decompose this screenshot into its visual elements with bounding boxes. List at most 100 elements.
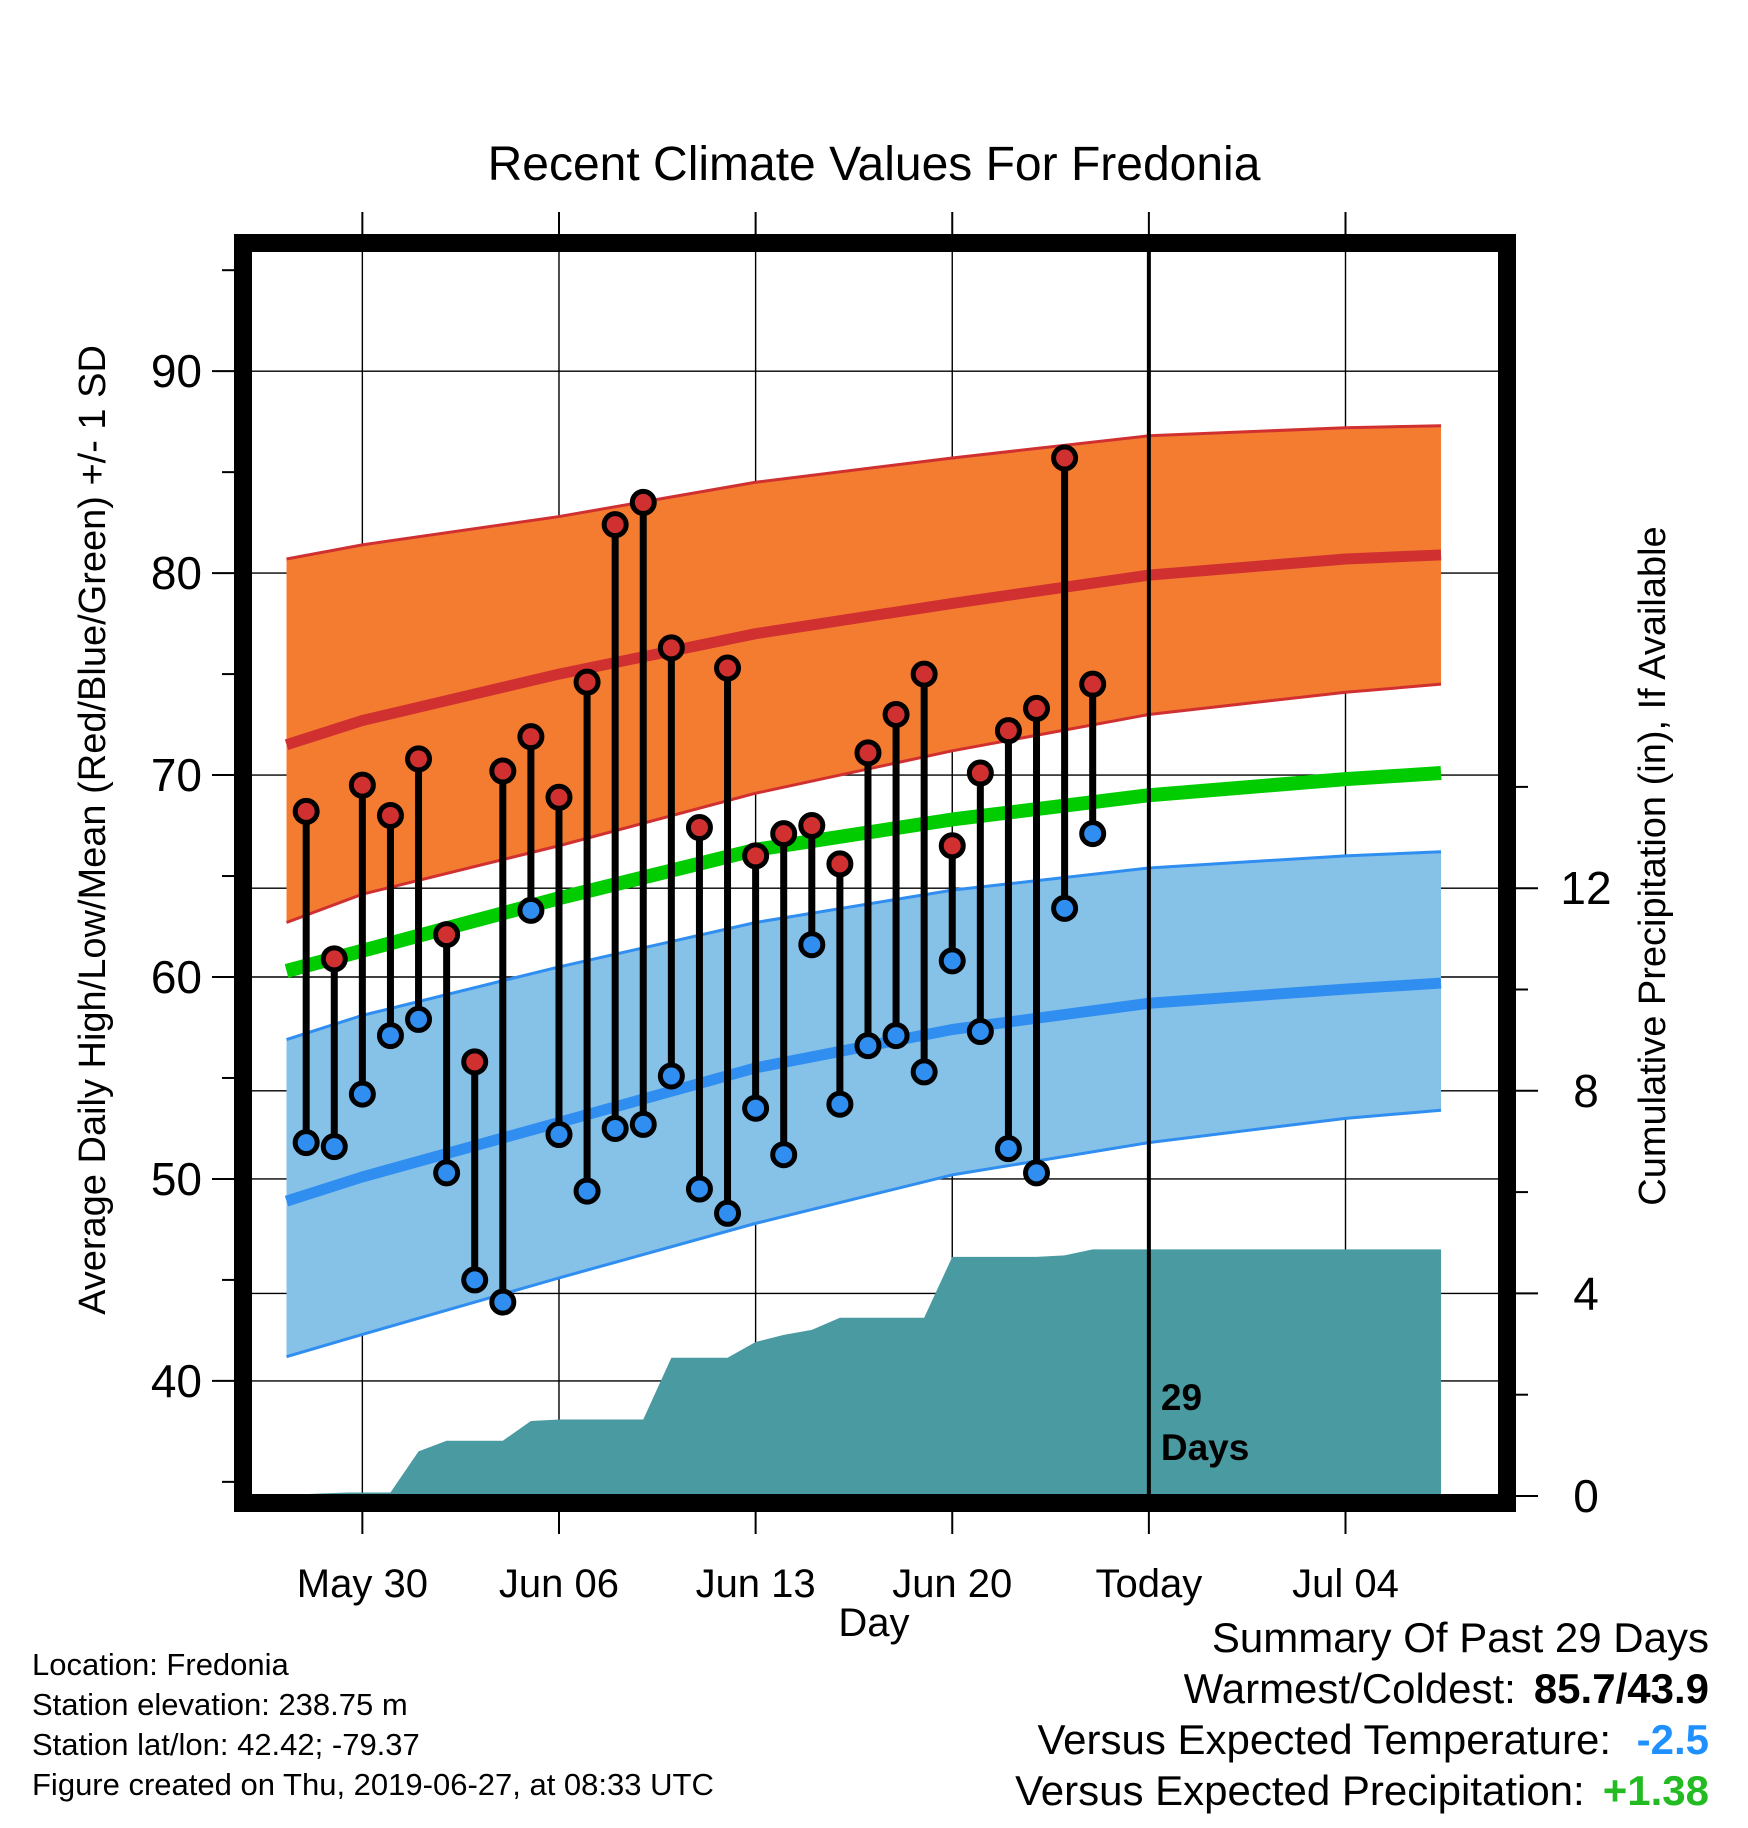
daily-high-point [489,757,517,785]
daily-high-point [770,820,798,848]
station-info: Location: Fredonia Station elevation: 23… [32,1645,714,1805]
y-tick-label: 60 [151,951,202,1003]
daily-low-point [573,1177,601,1205]
daily-high-point [405,745,433,773]
summary-temp: Versus Expected Temperature: -2.5 [1015,1714,1709,1765]
high-upper-line [286,424,1442,561]
daily-high-point [938,832,966,860]
plot-border [234,234,1516,1512]
daily-low-point [320,1133,348,1161]
daily-high-point [348,771,376,799]
daily-high-point [292,797,320,825]
low-upper-line [286,850,1442,1042]
daily-low-point [798,931,826,959]
today-annotation: Days [1161,1427,1249,1468]
daily-low-point [685,1175,713,1203]
station-elevation: Station elevation: 238.75 m [32,1687,408,1722]
y2-tick-label: 4 [1573,1267,1599,1319]
temp-departure-value: -2.5 [1636,1716,1709,1763]
high-normal-band [286,425,1442,923]
daily-low-point [545,1121,573,1149]
low-normal-line [284,977,1442,1207]
daily-observations-layer [292,444,1107,1316]
low-normal-band [286,851,1442,1357]
x-tick-label: Jul 04 [1292,1562,1399,1606]
y2-tick-label: 12 [1560,862,1611,914]
daily-high-point [433,921,461,949]
x-axis-label: Day [838,1601,909,1645]
daily-high-point [882,700,910,728]
daily-low-point [854,1032,882,1060]
daily-high-point [517,723,545,751]
daily-high-point [1051,444,1079,472]
station-latlon: Station lat/lon: 42.42; -79.37 [32,1727,420,1762]
daily-high-point [1023,694,1051,722]
precip-departure-label: Versus Expected Precipitation: [1015,1767,1585,1814]
station-location: Location: Fredonia [32,1647,289,1682]
x-tick-label: Today [1096,1562,1203,1606]
daily-low-point [938,947,966,975]
daily-low-point [348,1080,376,1108]
daily-high-point [601,511,629,539]
daily-low-point [433,1159,461,1187]
daily-low-point [966,1018,994,1046]
y2-axis-label: Cumulative Precipitation (in), If Availa… [1632,526,1674,1205]
y2-tick-label: 8 [1573,1065,1599,1117]
summary-panel: Summary Of Past 29 Days Warmest/Coldest:… [1015,1612,1709,1816]
daily-low-point [714,1199,742,1227]
daily-high-point [376,801,404,829]
daily-low-point [770,1141,798,1169]
daily-low-point [910,1058,938,1086]
warmest-coldest-label: Warmest/Coldest: [1183,1665,1516,1712]
daily-low-point [826,1090,854,1118]
daily-high-point [994,717,1022,745]
daily-low-point [1051,894,1079,922]
daily-low-point [882,1022,910,1050]
y-axis-label: Average Daily High/Low/Mean (Red/Blue/Gr… [72,345,114,1315]
summary-warmest-coldest: Warmest/Coldest: 85.7/43.9 [1015,1663,1709,1714]
daily-low-point [1079,820,1107,848]
low-lower-line [286,1108,1442,1359]
y2-tick-label: 0 [1573,1470,1599,1522]
summary-title: Summary Of Past 29 Days [1211,1614,1709,1661]
daily-low-point [657,1062,685,1090]
figure-created: Figure created on Thu, 2019-06-27, at 08… [32,1767,714,1802]
daily-high-point [629,488,657,516]
temp-departure-label: Versus Expected Temperature: [1037,1716,1611,1763]
daily-high-point [461,1048,489,1076]
x-tick-label: Jun 20 [892,1562,1012,1606]
daily-low-point [376,1022,404,1050]
daily-high-point [798,812,826,840]
daily-low-point [292,1129,320,1157]
precip-departure-value: +1.38 [1602,1767,1709,1814]
daily-high-point [714,654,742,682]
y-tick-label: 40 [151,1355,202,1407]
daily-high-point [545,783,573,811]
daily-low-point [1023,1159,1051,1187]
normal-bands-layer [284,424,1442,1359]
today-annotation: 29 [1161,1377,1202,1418]
x-tick-label: Jun 06 [499,1562,619,1606]
daily-high-point [826,850,854,878]
cumulative-precipitation-area [286,1249,1442,1496]
chart-title: Recent Climate Values For Fredonia [488,138,1261,191]
daily-high-point [966,759,994,787]
daily-low-point [742,1094,770,1122]
y-tick-label: 50 [151,1153,202,1205]
daily-low-point [405,1005,433,1033]
high-normal-line [284,549,1442,751]
warmest-coldest-value: 85.7/43.9 [1533,1665,1709,1712]
daily-high-point [1079,670,1107,698]
y-tick-label: 70 [151,749,202,801]
daily-high-point [320,945,348,973]
daily-low-point [489,1288,517,1316]
y-tick-label: 90 [151,345,202,397]
mean-normal-line [284,766,1442,978]
y-tick-label: 80 [151,547,202,599]
axis-ticks-layer: 40 50 60 70 80 90 0 4 8 12 May 30 Jun 06 Jun 13 Jun 2… [151,212,1612,1606]
x-tick-label: May 30 [297,1562,428,1606]
summary-precip: Versus Expected Precipitation: +1.38 [1015,1765,1709,1816]
daily-high-point [742,842,770,870]
today-marker-layer: 29 Days [1146,250,1249,1496]
daily-low-point [994,1135,1022,1163]
